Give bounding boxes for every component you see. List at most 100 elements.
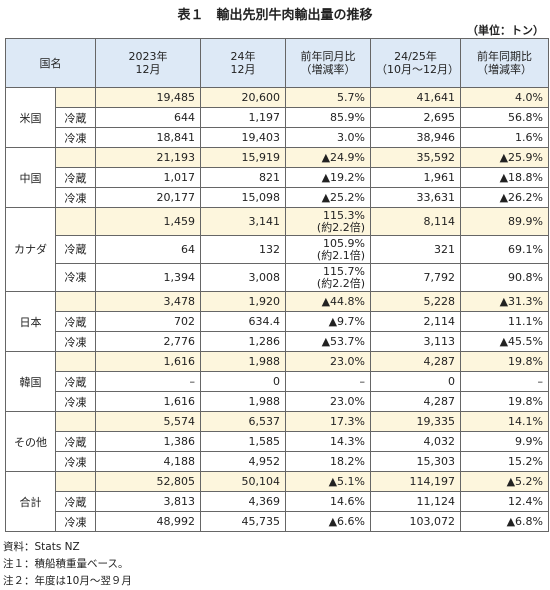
value-cell: 9.9% (460, 431, 549, 452)
value-cell: 115.3% (約2.2倍) (285, 207, 371, 236)
header-cell: 24年 12月 (200, 38, 286, 88)
type-cell: 冷蔵 (55, 491, 96, 512)
value-cell: 4,287 (370, 391, 461, 412)
value-cell: 1,585 (200, 431, 286, 452)
value-cell: 1,459 (95, 207, 201, 236)
table-row: 冷蔵 3,813 4,369 14.6% 11,124 12.4% (6, 491, 549, 512)
value-cell: 634.4 (200, 311, 286, 332)
value-cell: 90.8% (460, 263, 549, 292)
value-cell: 5,228 (370, 291, 461, 312)
note: 資料：Stats NZ (3, 541, 80, 553)
value-cell: 45,735 (200, 511, 286, 532)
header-cell: 国名 (5, 38, 96, 88)
table-row: 冷凍 1,394 3,008 115.7% (約2.2倍) 7,792 90.8% (6, 263, 549, 292)
value-cell: 702 (95, 311, 201, 332)
table-row: 冷蔵 –0–0– (6, 371, 549, 392)
value-cell: 1,961 (370, 167, 461, 188)
table-title: 表１ 輸出先別牛肉輸出量の推移 (177, 8, 373, 23)
value-cell: 18.2% (285, 451, 371, 472)
value-cell: 20,177 (95, 187, 201, 208)
value-cell: 644 (95, 107, 201, 128)
table-row: 冷凍 18,841 19,403 3.0% 38,946 1.6% (6, 127, 549, 148)
value-cell: 19,485 (95, 87, 201, 108)
value-cell: 1,988 (200, 391, 286, 412)
value-cell: 103,072 (370, 511, 461, 532)
value-cell: 132 (200, 235, 286, 264)
table-row: 合計 52,805 50,104 ▲5.1% 114,197 ▲5.2% (5, 471, 549, 532)
type-cell: 冷凍 (55, 331, 96, 352)
value-cell: 2,695 (370, 107, 461, 128)
value-cell: 20,600 (200, 87, 286, 108)
table-row: 冷蔵 1,386 1,585 14.3% 4,032 9.9% (6, 431, 549, 452)
value-cell: 19,403 (200, 127, 286, 148)
value-cell: ▲25.2% (285, 187, 371, 208)
table-row: 韓国 1,616 1,988 23.0% 4,287 19.8% (5, 351, 549, 412)
value-cell: 3,813 (95, 491, 201, 512)
type-cell: 冷蔵 (55, 311, 96, 332)
type-cell: 冷凍 (55, 391, 96, 412)
value-cell: – (460, 371, 549, 392)
value-cell: 11.1% (460, 311, 549, 332)
value-cell: ▲5.2% (460, 471, 549, 492)
table-row: 冷蔵 702 634.4 ▲9.7% 2,114 11.1% (6, 311, 549, 332)
value-cell: 17.3% (285, 411, 371, 432)
value-cell: 1,197 (200, 107, 286, 128)
value-cell: 18,841 (95, 127, 201, 148)
type-cell (55, 411, 96, 432)
type-cell: 冷蔵 (55, 431, 96, 452)
table-row: 米国 19,485 20,600 5.7% 41,641 4.0% (5, 87, 549, 148)
table-row: 冷凍 4,188 4,952 18.2% 15,303 15.2% (6, 451, 549, 472)
country-cell: カナダ (5, 207, 56, 292)
value-cell: ▲45.5% (460, 331, 549, 352)
value-cell: ▲25.9% (460, 147, 549, 168)
value-cell: 8,114 (370, 207, 461, 236)
value-cell: ▲44.8% (285, 291, 371, 312)
notes: 資料：Stats NZ 注１：積船積重量ベース。 注２：年度は10月～翌９月 (3, 539, 132, 590)
value-cell: 7,792 (370, 263, 461, 292)
country-cell: 合計 (5, 471, 56, 532)
country-cell: 日本 (5, 291, 56, 352)
value-cell: ▲26.2% (460, 187, 549, 208)
value-cell: 1,394 (95, 263, 201, 292)
type-cell: 冷凍 (55, 451, 96, 472)
value-cell: ▲9.7% (285, 311, 371, 332)
value-cell: 19.8% (460, 391, 549, 412)
value-cell: 1,920 (200, 291, 286, 312)
type-cell: 冷凍 (55, 263, 96, 292)
value-cell: 2,776 (95, 331, 201, 352)
value-cell: 89.9% (460, 207, 549, 236)
value-cell: ▲31.3% (460, 291, 549, 312)
value-cell: ▲19.2% (285, 167, 371, 188)
header-cell: 前年同月比 （増減率） (285, 38, 371, 88)
value-cell: 23.0% (285, 391, 371, 412)
value-cell: 38,946 (370, 127, 461, 148)
value-cell: 48,992 (95, 511, 201, 532)
type-cell: 冷凍 (55, 187, 96, 208)
header-cell: 2023年 12月 (95, 38, 201, 88)
type-cell: 冷凍 (55, 511, 96, 532)
value-cell: 1,286 (200, 331, 286, 352)
value-cell: 41,641 (370, 87, 461, 108)
value-cell: 3,141 (200, 207, 286, 236)
table-row: 冷蔵 64 132 105.9% (約2.1倍) 321 69.1% (6, 235, 549, 264)
value-cell: 52,805 (95, 471, 201, 492)
value-cell: 1,988 (200, 351, 286, 372)
value-cell: 14.6% (285, 491, 371, 512)
value-cell: 14.3% (285, 431, 371, 452)
value-cell: 11,124 (370, 491, 461, 512)
note: 注２：年度は10月～翌９月 (3, 575, 132, 587)
table-header: 国名 2023年 12月 24年 12月 前年同月比 （増減率） 24/25年 （10月… (5, 38, 549, 88)
note: 注１：積船積重量ベース。 (3, 558, 129, 570)
value-cell: 105.9% (約2.1倍) (285, 235, 371, 264)
value-cell: 69.1% (460, 235, 549, 264)
table-row: その他 5,574 6,537 17.3% 19,335 14.1% (5, 411, 549, 472)
value-cell: 3.0% (285, 127, 371, 148)
type-cell (55, 291, 96, 312)
table-body: 米国 19,485 20,600 5.7% 41,641 4.0% 冷蔵 644 1,197 85… (5, 87, 549, 532)
value-cell: 1,616 (95, 391, 201, 412)
value-cell: 2,114 (370, 311, 461, 332)
type-cell (55, 87, 96, 108)
value-cell: 1.6% (460, 127, 549, 148)
value-cell: 15,098 (200, 187, 286, 208)
